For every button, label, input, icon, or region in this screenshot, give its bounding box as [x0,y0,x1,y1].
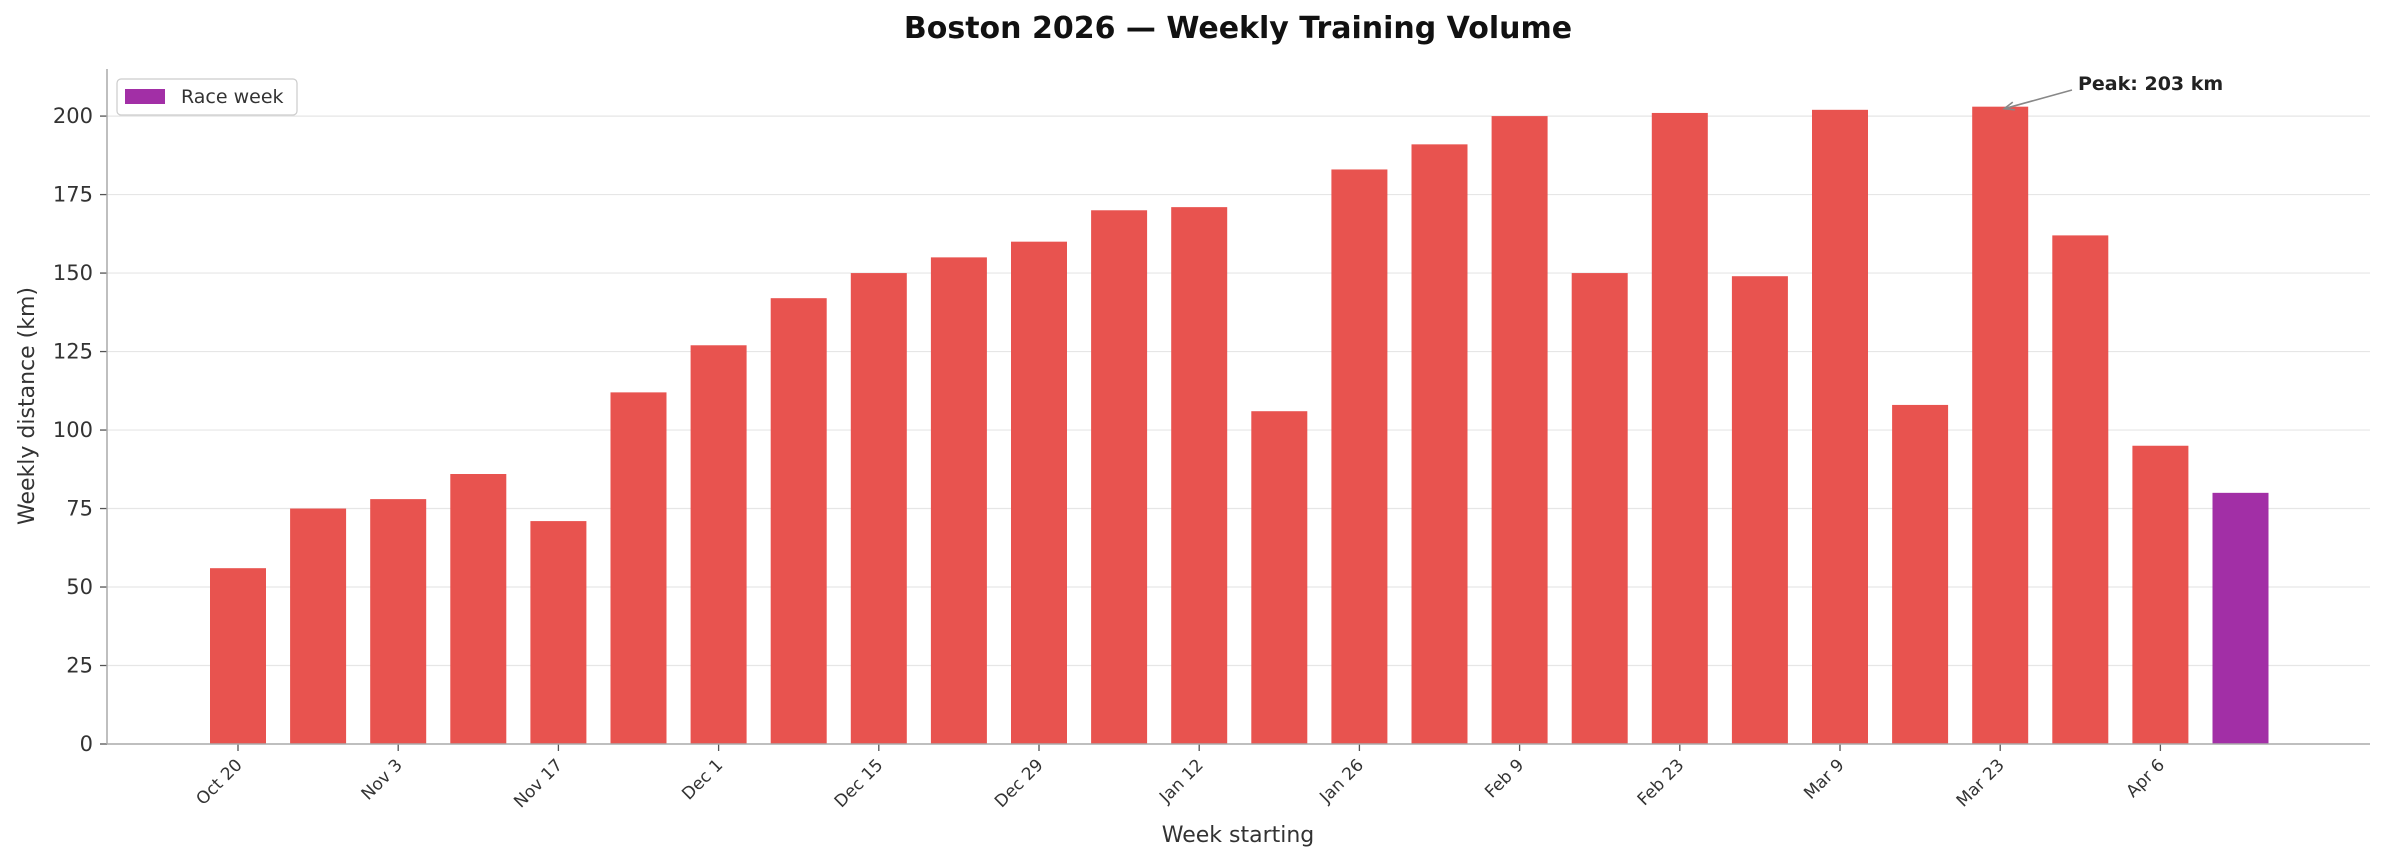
bar [1331,169,1388,745]
legend: Race week [116,78,298,116]
bar [690,345,747,744]
x-tick-label: Oct 20 [192,755,246,809]
y-tick-label: 0 [80,732,93,756]
bar [1491,116,1548,745]
bar [210,568,266,744]
peak-annotation: Peak: 203 km [2002,73,2223,111]
bar [1571,273,1628,744]
x-tick-label: Nov 3 [358,755,407,804]
bar [1411,144,1468,745]
bar [1812,109,1868,744]
chart-title: Boston 2026 — Weekly Training Volume [904,11,1572,46]
bar [290,508,347,744]
y-axis-label: Weekly distance (km) [15,287,40,525]
bar [1011,241,1067,744]
x-axis-ticks: Oct 20 Nov 3 Nov 17 Dec 1 Dec 15 Dec 29 Jan 12… [192,744,2169,812]
x-tick-label: Feb 9 [1481,755,1528,802]
y-tick-label: 200 [53,104,93,128]
x-tick-label: Dec 29 [991,755,1048,812]
legend-swatch [125,89,165,104]
y-axis-ticks: 0 25 50 75 100 125 150 175 200 [53,104,107,756]
bar [930,257,987,744]
x-tick-label: Dec 1 [678,755,727,804]
bar [1972,106,2029,744]
y-tick-label: 100 [53,418,93,442]
bar [530,521,587,744]
bar [1892,404,1949,744]
y-tick-label: 175 [53,183,93,207]
x-tick-label: Mar 9 [1800,755,1848,803]
annotation-text: Peak: 203 km [2078,73,2223,95]
y-tick-label: 125 [53,340,93,364]
x-tick-label: Nov 17 [510,755,567,812]
legend-frame [116,78,298,116]
bar [1651,112,1708,744]
annotation-arrowhead [2002,101,2015,111]
legend-label: Race week [181,86,284,108]
bar [2052,235,2109,744]
bar [1731,276,1788,744]
bar [1171,207,1228,745]
bar [850,273,907,744]
race-week-bar [2212,492,2269,744]
x-tick-label: Jan 26 [1315,755,1368,808]
grid-lines [107,115,2370,667]
x-tick-label: Apr 6 [2123,755,2169,801]
y-tick-label: 25 [66,654,93,678]
bar [610,392,667,744]
x-tick-label: Mar 23 [1953,755,2009,811]
x-tick-label: Feb 23 [1634,755,1689,810]
bars [210,106,2269,745]
x-tick-label: Dec 15 [831,755,888,812]
y-tick-label: 75 [66,497,93,521]
x-tick-label: Jan 12 [1155,755,1208,808]
bar [770,298,827,744]
x-axis-label: Week starting [1162,823,1315,848]
bar [450,474,507,744]
bar [1251,411,1308,744]
bar [370,499,427,744]
y-tick-label: 150 [53,261,93,285]
bar [1091,210,1148,745]
y-tick-label: 50 [66,575,93,599]
bar [2132,445,2189,744]
annotation-arrow [2003,89,2073,110]
